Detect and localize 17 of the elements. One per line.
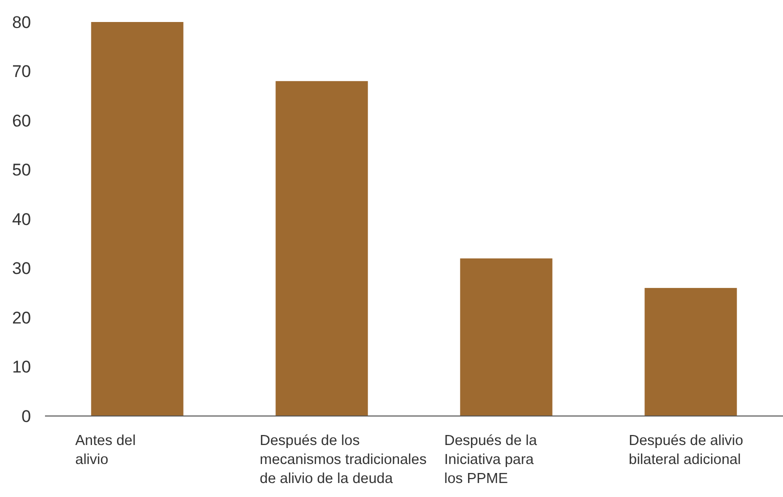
x-tick-label: Antes del alivio [75, 433, 136, 468]
bar [276, 81, 368, 416]
y-tick-label: 80 [12, 12, 31, 32]
x-tick-label: Después de los mecanismos tradicionales de alivio de la deuda [260, 433, 427, 487]
y-tick-label: 0 [22, 406, 31, 426]
y-tick-label: 20 [12, 308, 31, 328]
y-tick-label: 70 [12, 62, 31, 82]
y-tick-label: 50 [12, 160, 31, 180]
bar [91, 22, 184, 416]
x-tick-label: Después de alivio bilateral adicional [628, 433, 744, 468]
bar [644, 288, 737, 416]
bar [460, 258, 552, 416]
y-tick-label: 40 [12, 210, 31, 229]
x-tick-label: Después de la Iniciativa para los PPME [444, 433, 538, 487]
y-tick-label: 60 [12, 111, 31, 130]
y-tick-label: 30 [12, 259, 31, 278]
y-tick-label: 10 [12, 358, 31, 377]
